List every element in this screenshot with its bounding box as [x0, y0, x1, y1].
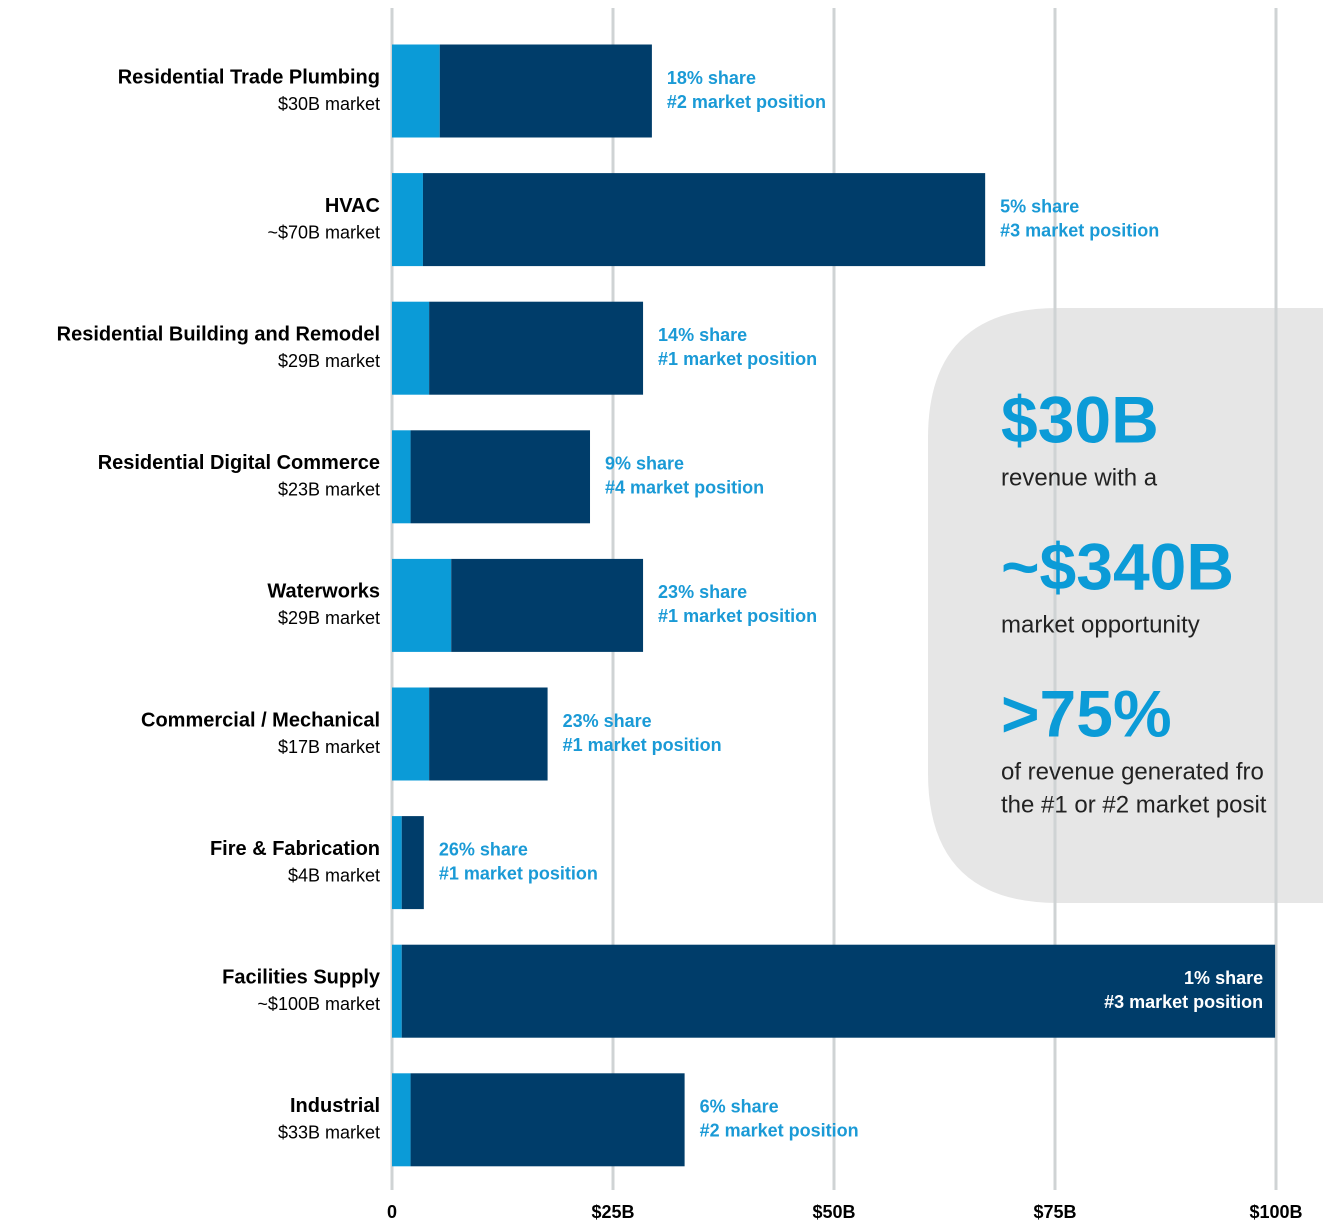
- labels: 0 $25B $50B $75B $100B Residential Trade Plum…: [57, 66, 1303, 1221]
- callout-caption: the #1 or #2 market posit: [1001, 791, 1267, 818]
- bar-segment: [392, 1073, 411, 1167]
- market-label: ~$70B market: [267, 222, 380, 242]
- category-label: Residential Digital Commerce: [98, 452, 380, 474]
- category-label: HVAC: [325, 195, 380, 217]
- callout-value: ~$340B: [1001, 529, 1234, 603]
- market-label: $29B market: [278, 351, 380, 371]
- bar-segment: [392, 944, 402, 1038]
- position-label: #2 market position: [700, 1121, 859, 1141]
- share-label: 14% share: [658, 325, 747, 345]
- market-label: $33B market: [278, 1123, 380, 1143]
- share-label: 9% share: [605, 454, 684, 474]
- x-tick-label: $50B: [812, 1202, 855, 1222]
- callout-value: $30B: [1001, 382, 1159, 456]
- market-label: ~$100B market: [257, 994, 380, 1014]
- bar-segment: [429, 301, 644, 395]
- position-label: #3 market position: [1104, 992, 1263, 1012]
- bar-segment: [410, 430, 591, 524]
- bar-segment: [401, 816, 424, 910]
- bar-segment: [392, 430, 411, 524]
- category-label: Residential Building and Remodel: [57, 323, 380, 345]
- bar-segment: [392, 687, 430, 781]
- position-label: #2 market position: [667, 92, 826, 112]
- category-label: Commercial / Mechanical: [141, 709, 380, 731]
- bars: [392, 44, 1276, 1167]
- market-label: $17B market: [278, 737, 380, 757]
- share-label: 23% share: [563, 711, 652, 731]
- bar-segment: [439, 44, 652, 138]
- bar-segment: [429, 687, 548, 781]
- market-label: $23B market: [278, 480, 380, 500]
- market-label: $30B market: [278, 94, 380, 114]
- bar-segment: [392, 173, 423, 267]
- callout-caption: of revenue generated fro: [1001, 758, 1264, 785]
- x-tick-label: $100B: [1249, 1202, 1302, 1222]
- share-label: 6% share: [700, 1097, 779, 1117]
- x-tick-label: $25B: [591, 1202, 634, 1222]
- market-label: $4B market: [288, 865, 380, 885]
- bar-segment: [410, 1073, 685, 1167]
- position-label: #1 market position: [658, 606, 817, 626]
- bar-segment: [422, 173, 986, 267]
- position-label: #1 market position: [439, 863, 598, 883]
- position-label: #3 market position: [1000, 220, 1159, 240]
- category-label: Facilities Supply: [222, 966, 381, 988]
- callout-value: >75%: [1001, 676, 1172, 750]
- bar-segment: [401, 944, 1276, 1038]
- share-label: 26% share: [439, 839, 528, 859]
- callout-caption: market opportunity: [1001, 611, 1200, 638]
- market-label: $29B market: [278, 608, 380, 628]
- category-label: Fire & Fabrication: [210, 838, 380, 860]
- category-label: Waterworks: [267, 581, 380, 603]
- bar-segment: [451, 558, 644, 652]
- bar-segment: [392, 816, 402, 910]
- bar-segment: [392, 558, 452, 652]
- bar-segment: [392, 301, 430, 395]
- position-label: #1 market position: [563, 735, 722, 755]
- position-label: #4 market position: [605, 478, 764, 498]
- bar-segment: [392, 44, 440, 138]
- x-tick-label: 0: [387, 1202, 397, 1222]
- callout-box: [928, 308, 1323, 903]
- share-label: 18% share: [667, 68, 756, 88]
- share-label: 5% share: [1000, 196, 1079, 216]
- share-label: 1% share: [1184, 968, 1263, 988]
- position-label: #1 market position: [658, 349, 817, 369]
- callout-caption: revenue with a: [1001, 464, 1158, 491]
- share-label: 23% share: [658, 582, 747, 602]
- x-tick-label: $75B: [1033, 1202, 1076, 1222]
- category-label: Industrial: [290, 1095, 380, 1117]
- category-label: Residential Trade Plumbing: [118, 66, 380, 88]
